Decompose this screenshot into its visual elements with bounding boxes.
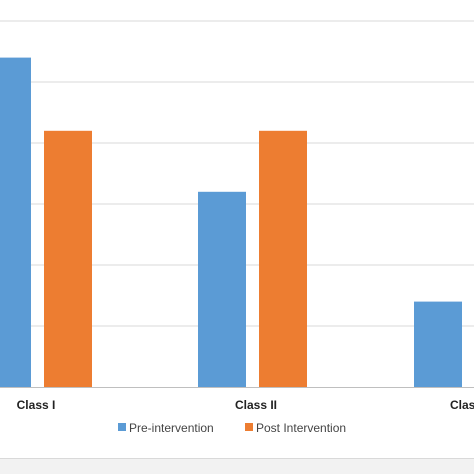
bar-pre-1 bbox=[0, 57, 31, 387]
legend-swatch bbox=[245, 423, 253, 431]
x-tick-label: Class I bbox=[17, 398, 56, 412]
bars bbox=[0, 57, 462, 388]
bar-post-2 bbox=[259, 130, 307, 388]
bar-post-1 bbox=[44, 130, 92, 388]
legend-label: Pre-intervention bbox=[129, 421, 214, 435]
x-tick-label: Clas bbox=[450, 398, 474, 412]
x-tick-label: Class II bbox=[235, 398, 277, 412]
bar-chart: Class I Class II Clas Pre-intervention Post… bbox=[0, 20, 474, 435]
legend: Pre-intervention Post Intervention bbox=[118, 421, 346, 435]
legend-swatch bbox=[118, 423, 126, 431]
legend-label: Post Intervention bbox=[256, 421, 346, 435]
chart-panel: Class I Class II Clas Pre-intervention Post… bbox=[0, 0, 474, 459]
x-tick-labels: Class I Class II Clas bbox=[17, 398, 474, 412]
bar-pre-2 bbox=[198, 191, 246, 387]
bar-pre-3 bbox=[414, 301, 462, 387]
